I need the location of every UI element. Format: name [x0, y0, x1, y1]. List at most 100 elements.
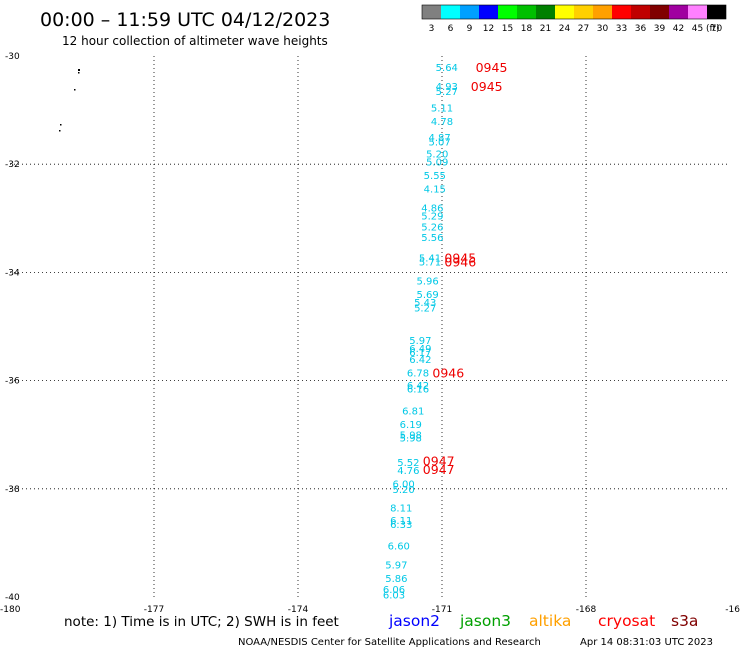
x-tick-label: -180	[0, 605, 21, 615]
legend-swatch	[536, 5, 555, 19]
y-tick-label: -30	[5, 52, 20, 62]
swh-label: 5.97	[409, 336, 431, 347]
legend-swatch	[707, 5, 726, 19]
swh-label: 4.87	[428, 133, 450, 144]
time-label: 0947	[423, 462, 455, 477]
swh-label: 5.97	[385, 561, 407, 572]
swh-label: 5.09	[426, 157, 448, 168]
x-tick-label: -174	[288, 605, 309, 615]
legend-label: 30	[597, 24, 609, 34]
legend-label: 9	[467, 24, 473, 34]
wave-height-labels: 5.644.935.275.114.784.875.075.205.095.55…	[383, 63, 458, 601]
island-speck	[59, 130, 61, 132]
legend-label: 12	[483, 24, 494, 34]
legend-swatch	[498, 5, 517, 19]
axis-tick-labels: -30 -32 -34 -36 -38 -40 -180 -177 -174 -171 -168 -1…	[0, 52, 740, 615]
swh-label: 5.96	[416, 277, 438, 288]
legend-label: 45	[692, 24, 703, 34]
y-tick-label: -40	[5, 593, 20, 603]
legend-label: 70	[711, 24, 723, 34]
swh-label: 6.33	[390, 520, 412, 531]
swh-label: 5.86	[385, 574, 407, 585]
swh-label: 6.78	[407, 368, 429, 379]
legend-swatch	[631, 5, 650, 19]
legend-swatch	[650, 5, 669, 19]
legend-label: 3	[429, 24, 435, 34]
swh-label: 4.78	[431, 117, 453, 128]
swh-label: 4.15	[424, 185, 446, 196]
legend-label: 39	[654, 24, 666, 34]
satellite-s3a: s3a	[671, 612, 698, 630]
footer-note: note: 1) Time is in UTC; 2) SWH is in fe…	[64, 614, 339, 630]
legend-label: 24	[559, 24, 571, 34]
legend-swatch	[669, 5, 688, 19]
legend-label: 33	[616, 24, 627, 34]
legend-swatch	[460, 5, 479, 19]
swh-label: 5.07	[428, 137, 450, 148]
swh-label: 6.42	[409, 355, 431, 366]
x-tick-label: -168	[576, 605, 597, 615]
swh-label: 5.55	[424, 171, 446, 182]
swh-label: 5.27	[414, 304, 436, 315]
swh-label: 5.27	[436, 87, 458, 98]
swh-label: 8.11	[390, 504, 412, 515]
swh-label: 4.86	[421, 203, 443, 214]
swh-label: 5.64	[436, 63, 458, 74]
legend-swatch	[517, 5, 536, 19]
color-legend: 3 6 9 12 15 18 21 24 27 30 33 36 39 42 45 70	[421, 4, 727, 34]
legend-swatch	[479, 5, 498, 19]
island-speck	[78, 72, 80, 74]
footer-timestamp: Apr 14 08:31:03 UTC 2023	[580, 637, 713, 648]
swh-label: 6.60	[388, 542, 410, 553]
legend-swatch	[612, 5, 631, 19]
swh-label: 4.93	[436, 82, 458, 93]
legend-frame	[421, 4, 727, 20]
swh-label: 5.43	[414, 298, 436, 309]
chart-subtitle: 12 hour collection of altimeter wave hei…	[62, 34, 328, 48]
satellite-jason3: jason3	[459, 612, 511, 630]
x-tick-label: -16	[725, 605, 740, 615]
satellite-legend: jason2 jason3 altika cryosat s3a	[388, 612, 698, 630]
legend-swatch	[593, 5, 612, 19]
legend-label: 36	[635, 24, 647, 34]
swh-label: 5.11	[431, 103, 453, 114]
legend-label: 15	[502, 24, 513, 34]
swh-label: 5.20	[392, 485, 414, 496]
swh-label: 5.71	[419, 258, 441, 269]
x-tick-label: -177	[144, 605, 164, 615]
island-specks	[59, 69, 80, 132]
legend-swatch	[688, 5, 707, 19]
y-tick-label: -38	[5, 485, 20, 495]
swh-label: 5.41	[419, 253, 441, 264]
swh-label: 5.56	[421, 233, 443, 244]
swh-label: 6.11	[390, 516, 412, 527]
swh-label: 5.26	[421, 222, 443, 233]
time-label: 0947	[423, 454, 455, 469]
legend-swatch	[555, 5, 574, 19]
swh-label: 4.76	[397, 466, 419, 477]
swh-label: 5.52	[397, 458, 419, 469]
time-label: 0946	[444, 255, 476, 270]
swh-label: 6.17	[409, 348, 431, 359]
island-speck	[74, 89, 76, 91]
footer-credit: NOAA/NESDIS Center for Satellite Applica…	[238, 637, 541, 648]
x-tick-label: -171	[432, 605, 452, 615]
legend-unit: (ft)	[706, 24, 720, 34]
legend-label: 42	[673, 24, 684, 34]
swh-label: 5.29	[421, 212, 443, 223]
legend-label: 27	[578, 24, 589, 34]
swh-label: 6.49	[409, 344, 431, 355]
swh-label: 6.81	[402, 406, 424, 417]
chart-title: 00:00 – 11:59 UTC 04/12/2023	[40, 9, 330, 31]
time-label: 0945	[476, 60, 508, 75]
legend-label: 6	[448, 24, 454, 34]
swh-label: 5.20	[426, 149, 448, 160]
map-grid	[10, 56, 730, 597]
y-tick-label: -34	[5, 268, 20, 278]
time-label: 0945	[444, 250, 476, 265]
island-speck	[60, 124, 62, 126]
island-speck	[78, 69, 80, 71]
satellite-altika: altika	[529, 612, 571, 630]
swh-label: 6.19	[400, 420, 422, 431]
swh-label: 5.98	[400, 431, 422, 442]
